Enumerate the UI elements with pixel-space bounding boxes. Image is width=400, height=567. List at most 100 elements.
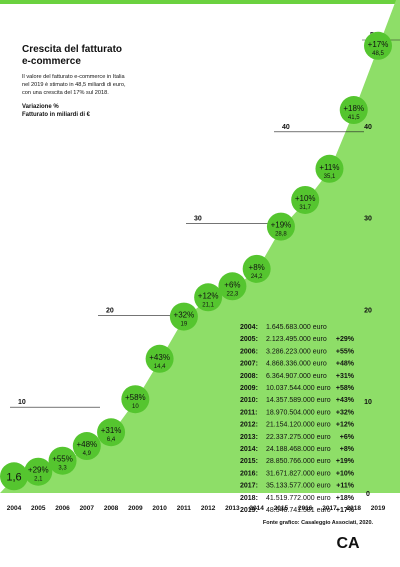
table-amount: 6.364.907.000 euro (266, 373, 327, 380)
table-amount: 4.868.336.000 euro (266, 361, 327, 368)
table-amount: 28.850.766.000 euro (266, 458, 331, 465)
bubble (0, 462, 28, 491)
table-growth: +17% (336, 507, 355, 514)
description: nel 2019 è stimato in 48,5 miliardi di e… (22, 82, 126, 88)
value-label: 1,6 (6, 471, 21, 483)
table-amount: 14.357.589.000 euro (266, 397, 331, 404)
table-growth: +18% (336, 495, 355, 502)
legend-label: Variazione % (22, 104, 59, 110)
table-amount: 35.133.577.000 euro (266, 483, 331, 490)
bubble (48, 446, 77, 475)
value-label: 28,8 (275, 232, 287, 238)
bubble (242, 254, 271, 283)
x-tick-label: 2017 (322, 505, 337, 512)
table-year: 2009: (240, 385, 258, 392)
value-label: 31,7 (299, 205, 311, 211)
table-year: 2013: (240, 434, 258, 441)
table-year: 2005: (240, 336, 258, 343)
bubble (145, 344, 174, 373)
growth-label: +10% (295, 194, 316, 203)
table-year: 2018: (240, 495, 258, 502)
description: Il valore del fatturato e-commerce in It… (22, 74, 125, 80)
x-tick-label: 2005 (31, 505, 46, 512)
growth-label: +12% (198, 291, 219, 300)
x-tick-label: 2009 (128, 505, 143, 512)
y-tick-label: 30 (194, 216, 202, 223)
x-tick-label: 2006 (55, 505, 70, 512)
bubble (194, 283, 223, 312)
table-amount: 1.645.683.000 euro (266, 324, 327, 331)
table-amount: 41.519.772.000 euro (266, 495, 331, 502)
table-year: 2006: (240, 348, 258, 355)
description: con una crescita del 17% sul 2018. (22, 90, 109, 96)
bubble (364, 31, 392, 60)
table-growth: +10% (336, 470, 355, 477)
value-label: 4,9 (83, 451, 92, 457)
source: Fonte grafico: Casaleggio Associati, 202… (263, 520, 374, 526)
area (0, 0, 400, 493)
table-year: 2015: (240, 458, 258, 465)
table-year: 2008: (240, 373, 258, 380)
bubble (121, 385, 150, 414)
bubble (315, 154, 344, 183)
table-amount: 21.154.120.000 euro (266, 422, 331, 429)
value-label: 19 (181, 322, 188, 328)
x-tick-label: 2016 (298, 505, 313, 512)
growth-label: +6% (224, 280, 240, 289)
table-growth: +48% (336, 361, 355, 368)
bubble (97, 418, 126, 447)
chart-title: e-commerce (22, 56, 81, 67)
table-amount: 18.970.504.000 euro (266, 409, 331, 416)
y-tick-label: 40 (282, 124, 290, 131)
table-year: 2011: (240, 409, 258, 416)
growth-label: +48% (76, 440, 97, 449)
value-label: 6,4 (107, 437, 116, 443)
table-growth: +11% (336, 483, 354, 490)
table-amount: 24.188.468.000 euro (266, 446, 331, 453)
table-amount: 3.286.223.000 euro (266, 348, 327, 355)
bubble (339, 96, 368, 125)
table-year: 2016: (240, 470, 258, 477)
value-label: 10 (132, 404, 139, 410)
top-bar (0, 0, 400, 4)
value-label: 14,4 (154, 364, 166, 370)
value-label: 22,3 (227, 291, 239, 297)
table-growth: +55% (336, 348, 355, 355)
bubble (169, 302, 198, 331)
chart-title: Crescita del fatturato (22, 44, 122, 55)
y-tick-label: 0 (366, 491, 370, 498)
growth-label: +31% (101, 426, 122, 435)
y-tick-label: 20 (364, 307, 372, 314)
table-growth: +32% (336, 409, 355, 416)
table-year: 2004: (240, 324, 258, 331)
table-year: 2019: (240, 507, 258, 514)
growth-label: +17% (368, 40, 389, 49)
table-growth: +43% (336, 397, 355, 404)
table-amount: 10.037.544.000 euro (266, 385, 331, 392)
x-tick-label: 2013 (225, 505, 240, 512)
table-amount: 31.671.827.000 euro (266, 470, 331, 477)
bubble (72, 432, 101, 461)
y-tick-label: 10 (364, 399, 372, 406)
x-tick-label: 2010 (152, 505, 167, 512)
x-tick-label: 2008 (104, 505, 119, 512)
table-growth: +6% (340, 434, 355, 441)
growth-label: +43% (149, 353, 170, 362)
table-growth: +12% (336, 422, 355, 429)
growth-label: +29% (28, 466, 49, 475)
table-year: 2012: (240, 422, 258, 429)
bubble (291, 185, 320, 214)
growth-label: +8% (249, 263, 265, 272)
growth-label: +32% (174, 311, 195, 320)
x-tick-label: 2015 (274, 505, 289, 512)
value-label: 48,5 (372, 51, 384, 57)
growth-label: +18% (343, 104, 364, 113)
bubble (24, 457, 53, 486)
table-year: 2010: (240, 397, 258, 404)
x-tick-label: 2004 (7, 505, 22, 512)
growth-label: +19% (271, 221, 292, 230)
x-tick-label: 2012 (201, 505, 216, 512)
x-tick-label: 2019 (371, 505, 386, 512)
y-tick-label: 30 (364, 216, 372, 223)
